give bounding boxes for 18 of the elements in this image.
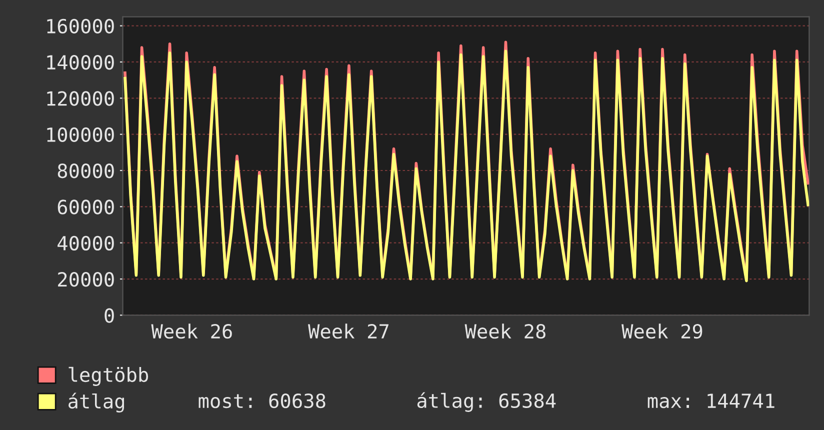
y-tick-label: 40000 (58, 236, 114, 251)
text: átlag: 65384 (417, 392, 556, 412)
legend-label: legtöbb (68, 366, 148, 386)
y-tick-label: 0 (104, 308, 114, 323)
y-tick-label: 100000 (47, 127, 114, 142)
x-tick-label: Week 26 (151, 324, 232, 339)
y-tick-label: 120000 (47, 91, 114, 106)
y-tick-label: 20000 (58, 272, 114, 287)
x-tick-label: Week 28 (464, 324, 546, 339)
y-tick-label: 140000 (47, 54, 114, 70)
y-tick-label: 160000 (47, 18, 114, 34)
y-tick-label: 80000 (58, 164, 114, 178)
x-tick-label: Week 29 (622, 324, 702, 339)
x-tick-label: Week 27 (308, 324, 388, 339)
y-tick-label: 60000 (58, 200, 114, 214)
text: most: 60638 (198, 393, 326, 408)
legend-label: átlag (68, 392, 124, 412)
text: max: 144741 (648, 394, 774, 408)
